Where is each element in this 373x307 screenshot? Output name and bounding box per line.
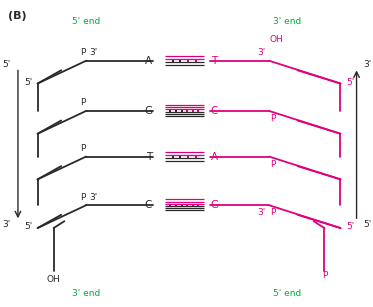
Text: 3' end: 3' end	[72, 289, 100, 298]
Text: 3': 3'	[257, 208, 266, 217]
Text: A: A	[145, 56, 152, 66]
Text: 5' end: 5' end	[72, 17, 100, 26]
Text: OH: OH	[47, 275, 60, 284]
Text: G: G	[144, 106, 152, 116]
Text: 5': 5'	[364, 220, 372, 229]
Text: 3': 3'	[364, 60, 372, 69]
Text: T: T	[211, 56, 217, 66]
Text: P: P	[80, 98, 85, 107]
Text: 5': 5'	[346, 77, 354, 87]
Text: 5': 5'	[24, 222, 32, 231]
Text: T: T	[146, 152, 152, 161]
Text: 3': 3'	[257, 48, 266, 57]
Text: P: P	[270, 208, 275, 217]
Text: P: P	[80, 144, 85, 153]
Text: P: P	[80, 192, 85, 202]
Text: C: C	[145, 200, 152, 210]
Text: P: P	[270, 160, 275, 169]
Text: 5': 5'	[346, 222, 354, 231]
Text: 3': 3'	[90, 192, 98, 202]
Text: 3': 3'	[3, 220, 11, 229]
Text: C: C	[211, 106, 218, 116]
Text: (B): (B)	[8, 10, 27, 21]
Text: 3' end: 3' end	[273, 17, 301, 26]
Text: 3': 3'	[90, 48, 98, 57]
Text: 5': 5'	[3, 60, 11, 69]
Text: 5' end: 5' end	[273, 289, 301, 298]
Text: A: A	[211, 152, 218, 161]
Text: P: P	[322, 271, 327, 280]
Text: 5': 5'	[24, 77, 32, 87]
Text: P: P	[270, 114, 275, 123]
Text: OH: OH	[269, 35, 283, 44]
Text: G: G	[211, 200, 219, 210]
Text: P: P	[80, 48, 85, 57]
